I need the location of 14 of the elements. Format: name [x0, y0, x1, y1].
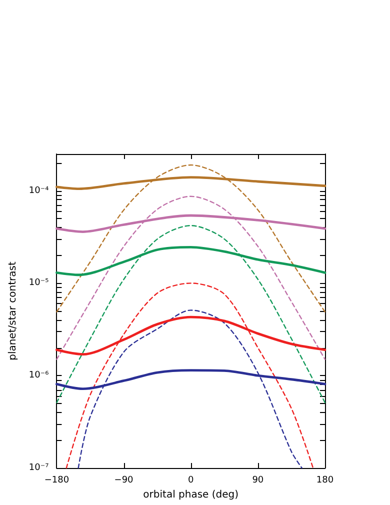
- y-tick-label: 10⁻⁶: [28, 370, 50, 381]
- y-tick-label: 10⁻⁷: [28, 463, 50, 473]
- y-axis-title: planet/star contrast: [8, 262, 18, 360]
- y-tick-label: 10⁻⁵: [28, 278, 50, 288]
- x-axis-title: orbital phase (deg): [143, 490, 239, 500]
- x-tick-label: 0: [188, 476, 194, 486]
- x-tick-label: −180: [44, 476, 70, 486]
- x-tick-label: 90: [252, 476, 264, 486]
- y-tick-label: 10⁻⁴: [28, 186, 50, 196]
- line-series: [56, 196, 326, 360]
- x-tick-label: 180: [316, 476, 334, 486]
- line-series: [56, 224, 326, 404]
- line-series: [56, 164, 326, 312]
- x-tick-label: −90: [114, 476, 134, 486]
